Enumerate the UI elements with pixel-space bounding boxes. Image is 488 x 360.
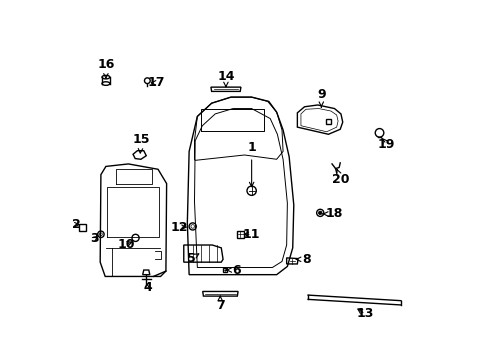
Text: 9: 9 bbox=[316, 89, 325, 107]
Text: 3: 3 bbox=[90, 233, 99, 246]
Text: 17: 17 bbox=[147, 76, 164, 89]
Text: 13: 13 bbox=[356, 307, 373, 320]
Text: 6: 6 bbox=[226, 264, 241, 276]
Text: 2: 2 bbox=[72, 218, 81, 231]
Text: 4: 4 bbox=[142, 282, 151, 294]
Text: 5: 5 bbox=[186, 252, 199, 265]
Text: 10: 10 bbox=[117, 238, 134, 251]
Text: 1: 1 bbox=[247, 141, 256, 187]
Text: 20: 20 bbox=[331, 170, 349, 186]
Text: 12: 12 bbox=[170, 221, 188, 234]
Text: 8: 8 bbox=[296, 253, 311, 266]
Text: 18: 18 bbox=[322, 207, 343, 220]
Text: 11: 11 bbox=[243, 228, 260, 241]
Circle shape bbox=[318, 211, 322, 215]
Text: 15: 15 bbox=[132, 134, 149, 153]
Text: 19: 19 bbox=[377, 138, 395, 151]
Text: 16: 16 bbox=[97, 58, 114, 78]
Text: 14: 14 bbox=[217, 70, 234, 87]
Text: 7: 7 bbox=[215, 296, 224, 312]
